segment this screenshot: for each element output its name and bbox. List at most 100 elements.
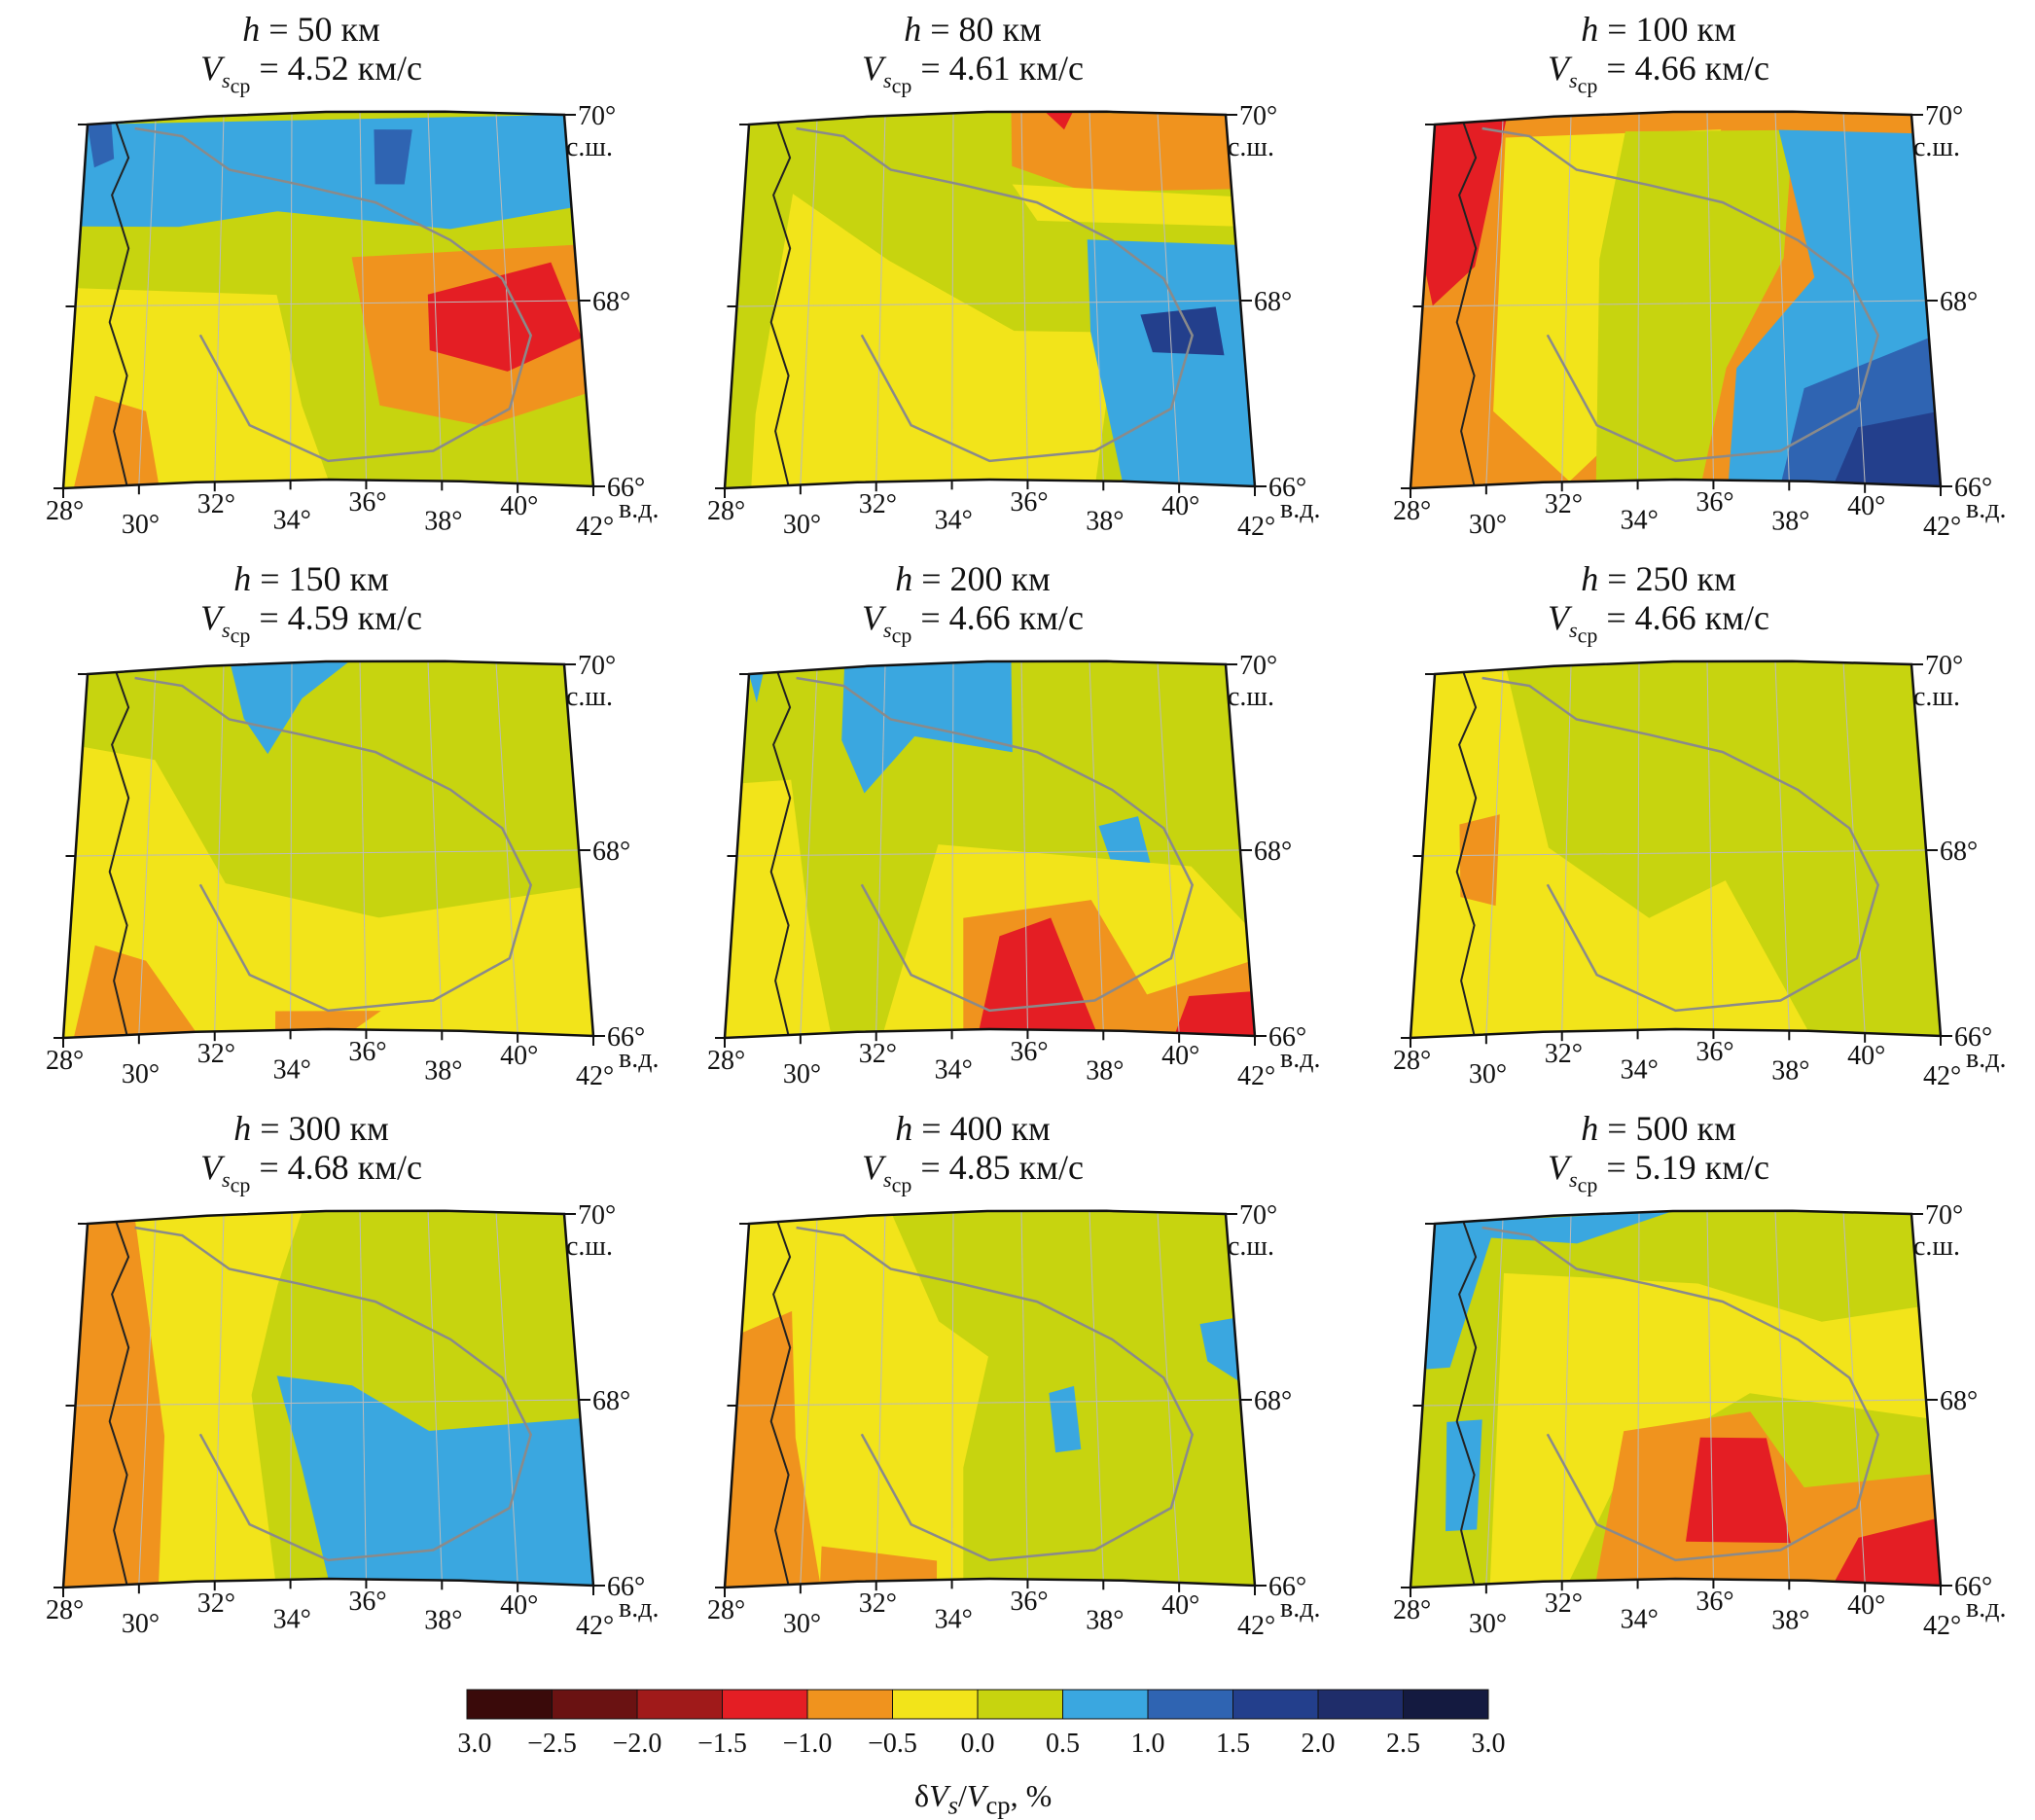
colorbar-tick: −2.5 [527, 1729, 577, 1759]
lon-label: 38° [424, 506, 462, 536]
velocity-label: Vsср = 4.52 км/с [200, 49, 422, 98]
parallel-line [75, 300, 580, 307]
meridian-line [290, 1211, 293, 1580]
coastline [796, 1226, 1195, 1562]
lon-label: 40° [1847, 491, 1885, 521]
lat-label: 66° [607, 1572, 645, 1602]
anomaly-region [231, 660, 350, 755]
lon-label: 42° [1237, 512, 1275, 542]
meridian-line [359, 1210, 367, 1580]
colorbar-title: δVs/Vср, % [914, 1778, 1053, 1820]
anomaly-region [427, 262, 582, 372]
lat-suffix: с.ш. [1228, 1231, 1274, 1262]
velocity-label: Vsср = 5.19 км/с [1548, 1148, 1769, 1197]
lon-label: 30° [122, 510, 160, 540]
border-line [1455, 671, 1478, 1036]
meridian-line [1020, 1210, 1028, 1580]
tomography-map: 66° 68° 70°с.ш. 28° 30° 32° 34° 36° 38° 40° 42°в.д… [707, 101, 1320, 542]
meridian-line [1774, 1210, 1790, 1581]
depth-label: h = 150 км [233, 559, 389, 598]
lon-label: 32° [859, 489, 897, 519]
lon-label: 42° [1923, 1611, 1961, 1641]
lon-label: 30° [783, 1059, 821, 1089]
coastline [1482, 1226, 1880, 1562]
lat-label: 70° [1925, 1200, 1963, 1231]
meridian-line [1842, 661, 1866, 1033]
lon-label: 40° [500, 1041, 538, 1071]
velocity-label: Vsср = 4.68 км/с [200, 1148, 422, 1197]
lon-label: 38° [1086, 1055, 1124, 1086]
parallel-line [1422, 1399, 1927, 1407]
meridian-line [359, 660, 367, 1030]
lon-suffix: в.д. [1966, 1593, 2006, 1624]
border-line [1455, 1221, 1478, 1586]
tomography-map: 66° 68° 70°с.ш. 28° 30° 32° 34° 36° 38° 40° 42°в.д… [46, 1200, 659, 1641]
coastline [134, 1226, 533, 1562]
meridian-line [138, 669, 157, 1035]
parallel-line [1422, 300, 1927, 307]
meridian-line [800, 669, 818, 1035]
meridian-line [951, 112, 954, 481]
map-panel: h = 50 км Vsср = 4.52 км/с 66° 68° 70° с.ш. 28… [19, 10, 691, 584]
lon-label: 34° [1621, 505, 1659, 535]
lon-label: 28° [46, 496, 84, 526]
border-line [108, 671, 130, 1036]
lon-label: 28° [46, 1595, 84, 1625]
map-panel: h = 100 км Vsср = 4.66 км/с 66° 68° 70° с.ш. 2… [1367, 10, 2035, 584]
colorbar-segment [977, 1689, 1063, 1720]
lat-label: 70° [578, 651, 616, 681]
colorbar-segment [722, 1689, 808, 1720]
meridian-line [1706, 111, 1714, 481]
panel-title: h = 300 км Vsср = 4.68 км/с [19, 1109, 603, 1205]
lat-suffix: с.ш. [566, 682, 613, 712]
anomaly-region [820, 1546, 938, 1584]
coastline [796, 126, 1195, 463]
meridian-line [1637, 661, 1640, 1030]
colorbar-segment [1147, 1689, 1233, 1720]
lat-suffix: с.ш. [566, 1231, 613, 1262]
lon-label: 30° [1469, 1059, 1507, 1089]
anomaly-region [374, 129, 412, 185]
anomaly-region [1175, 991, 1255, 1036]
meridian-line [1637, 1211, 1640, 1580]
anomaly-region [63, 746, 593, 1038]
lon-suffix: в.д. [619, 1044, 659, 1074]
meridian-line [138, 1219, 157, 1585]
colorbar-tick: −2.0 [613, 1729, 662, 1759]
lat-label: 66° [1954, 473, 1992, 503]
lon-label: 34° [273, 1604, 311, 1634]
coastline [1482, 126, 1880, 463]
lon-label: 36° [348, 1587, 386, 1617]
depth-label: h = 200 км [895, 559, 1051, 598]
lon-label: 28° [1393, 1046, 1431, 1076]
colorbar-segment [636, 1689, 723, 1720]
anomaly-region [725, 779, 831, 1038]
meridian-line [1020, 660, 1028, 1030]
lon-label: 28° [1393, 1595, 1431, 1625]
map-panel: h = 80 км Vsср = 4.61 км/с 66° 68° 70° с.ш. 28… [681, 10, 1352, 584]
lon-label: 34° [1621, 1054, 1659, 1085]
lon-label: 30° [783, 510, 821, 540]
lon-suffix: в.д. [1280, 494, 1320, 524]
panel-title: h = 500 км Vsср = 5.19 км/с [1367, 1109, 1950, 1205]
lat-label: 70° [1239, 1200, 1277, 1231]
colorbar-segment [1317, 1689, 1404, 1720]
anomaly-region [725, 1310, 821, 1588]
panel-title: h = 400 км Vsср = 4.85 км/с [681, 1109, 1265, 1205]
lon-label: 38° [424, 1605, 462, 1635]
border-line [769, 122, 792, 486]
panel-title: h = 200 км Vsср = 4.66 км/с [681, 559, 1265, 656]
meridian-line [951, 1211, 954, 1580]
velocity-label: Vsср = 4.66 км/с [1548, 598, 1769, 648]
parallel-line [736, 300, 1241, 307]
meridian-line [495, 1211, 518, 1583]
depth-label: h = 80 км [904, 10, 1042, 49]
tomography-map: 66° 68° 70°с.ш. 28° 30° 32° 34° 36° 38° 40° 42°в.д… [46, 651, 659, 1091]
lat-label: 70° [578, 101, 616, 131]
lon-suffix: в.д. [619, 1593, 659, 1624]
map-panel: h = 500 км Vsср = 5.19 км/с 66° 68° 70° с.ш. 2… [1367, 1109, 2035, 1683]
coastline [1482, 676, 1880, 1013]
colorbar-segment [892, 1689, 979, 1720]
tomography-map: 66° 68° 70°с.ш. 28° 30° 32° 34° 36° 38° 40° 42°в.д… [707, 651, 1320, 1091]
lon-label: 30° [1469, 510, 1507, 540]
